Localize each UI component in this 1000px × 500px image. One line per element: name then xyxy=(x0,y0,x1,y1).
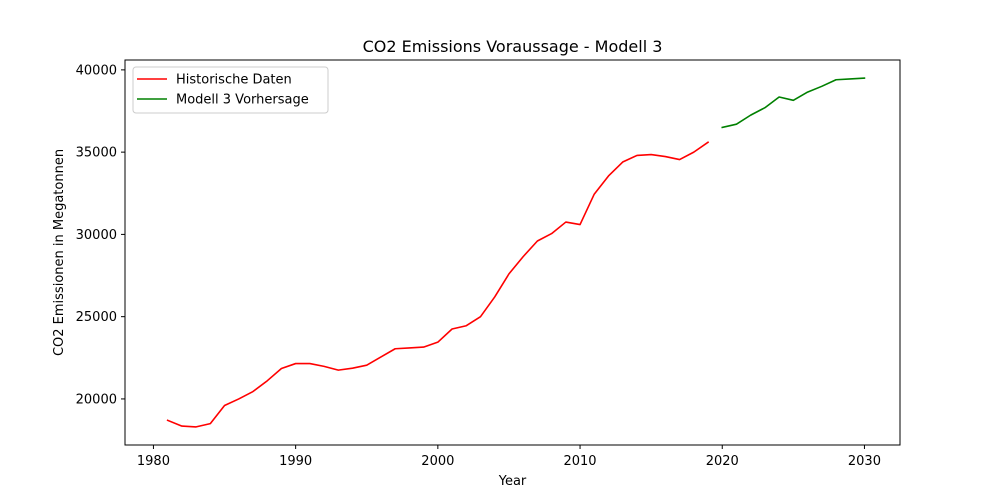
y-axis: 20000 25000 30000 35000 40000 xyxy=(76,63,125,407)
x-tick-label: 2030 xyxy=(848,454,881,469)
series-layer xyxy=(166,77,866,428)
x-tick-label: 2000 xyxy=(421,454,454,469)
x-axis: 1980 1990 2000 2010 2020 2030 xyxy=(137,445,881,469)
legend: Historische Daten Modell 3 Vorhersage xyxy=(132,66,329,114)
x-tick-label: 1990 xyxy=(279,454,312,469)
chart-title: CO2 Emissions Voraussage - Modell 3 xyxy=(363,37,663,56)
x-axis-label: Year xyxy=(498,474,527,489)
plot-frame xyxy=(124,59,901,446)
legend-box xyxy=(132,66,329,114)
legend-label-2: Modell 3 Vorhersage xyxy=(176,93,309,108)
x-tick-label: 2020 xyxy=(706,454,739,469)
x-tick-label: 2010 xyxy=(563,454,596,469)
series-line-1 xyxy=(166,141,710,428)
y-axis-label: CO2 Emissionen in Megatonnen xyxy=(52,149,67,356)
y-tick-label: 25000 xyxy=(76,310,117,325)
x-tick-label: 1980 xyxy=(137,454,170,469)
series-line-2 xyxy=(721,77,866,129)
y-tick-label: 30000 xyxy=(76,228,117,243)
legend-label-1: Historische Daten xyxy=(176,73,292,88)
y-tick-label: 20000 xyxy=(76,392,117,407)
y-tick-label: 40000 xyxy=(76,63,117,78)
y-tick-label: 35000 xyxy=(76,146,117,161)
